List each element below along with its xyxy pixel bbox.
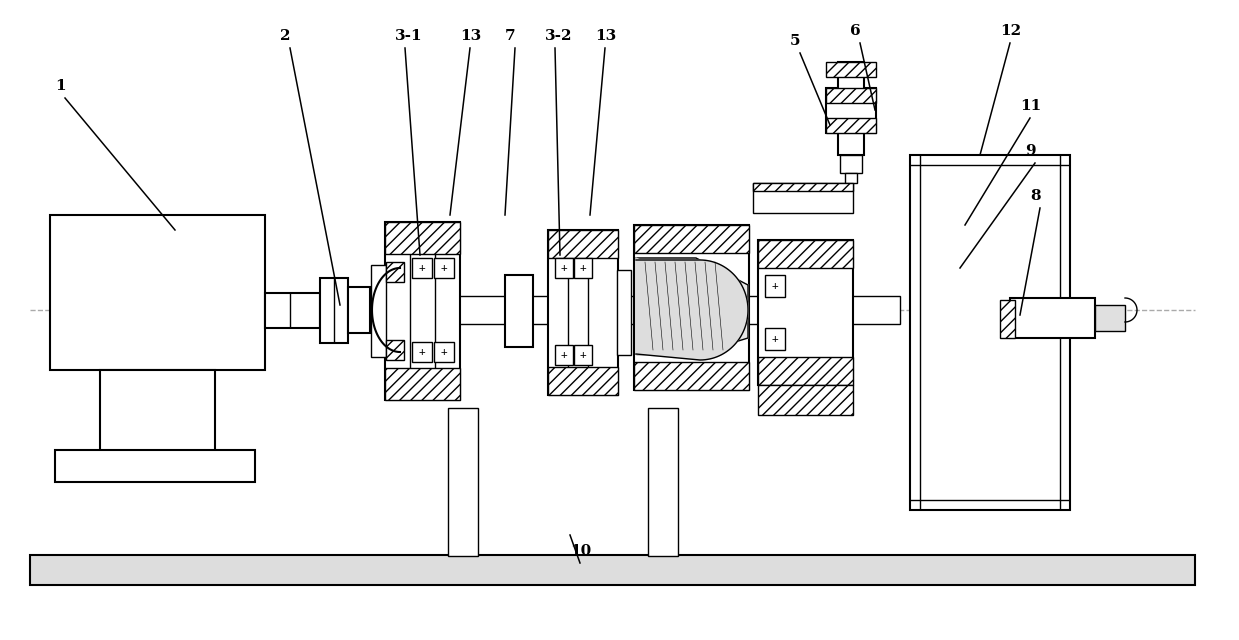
Text: 11: 11 — [1020, 99, 1041, 113]
Bar — [50, 215, 265, 370]
Text: +: + — [772, 334, 778, 344]
Text: +: + — [580, 350, 586, 360]
Bar — [548, 230, 618, 258]
Text: +: + — [419, 347, 425, 357]
Bar — [826, 88, 876, 103]
Bar — [648, 408, 678, 556]
Bar — [320, 278, 348, 343]
Bar — [758, 357, 852, 385]
Bar — [385, 222, 460, 400]
Bar — [387, 340, 404, 360]
Text: 1: 1 — [55, 79, 66, 93]
Text: +: + — [560, 350, 567, 360]
Bar — [100, 370, 216, 460]
Bar — [574, 258, 592, 278]
Bar — [1095, 305, 1125, 331]
Text: 8: 8 — [1030, 189, 1041, 203]
Bar — [348, 287, 370, 333]
Bar — [548, 367, 618, 395]
Text: +: + — [580, 263, 586, 273]
Polygon shape — [636, 258, 748, 354]
Bar — [764, 275, 786, 297]
Text: 13: 13 — [595, 29, 616, 43]
Polygon shape — [636, 258, 740, 354]
Bar — [385, 368, 460, 400]
Text: 9: 9 — [1025, 144, 1036, 158]
Bar — [758, 240, 852, 268]
Bar — [370, 265, 387, 357]
Bar — [634, 362, 750, 390]
Bar — [826, 62, 876, 77]
Bar — [449, 408, 478, 556]
Text: 3-2: 3-2 — [545, 29, 572, 43]
Bar — [434, 258, 453, 278]
Text: 7: 7 — [506, 29, 515, 43]
Bar — [385, 222, 460, 254]
Bar — [574, 345, 592, 365]
Text: 6: 6 — [850, 24, 861, 38]
Bar — [387, 262, 404, 282]
Bar — [634, 225, 750, 390]
Bar — [838, 62, 864, 90]
Bar — [370, 296, 900, 324]
Bar — [413, 342, 432, 362]
Bar — [413, 258, 432, 278]
Bar — [55, 450, 255, 482]
Text: 13: 13 — [460, 29, 481, 43]
Bar — [30, 555, 1194, 585]
Bar — [1010, 298, 1095, 338]
Text: +: + — [772, 281, 778, 291]
Bar — [636, 258, 696, 354]
Bar — [758, 240, 852, 385]
Bar — [555, 258, 572, 278]
Text: +: + — [441, 347, 447, 357]
Bar — [838, 133, 864, 155]
Polygon shape — [636, 260, 748, 360]
Bar — [845, 173, 857, 183]
Bar — [909, 155, 1070, 510]
Bar — [826, 88, 876, 133]
Text: +: + — [419, 263, 425, 273]
Bar — [506, 275, 533, 347]
Bar — [548, 230, 618, 395]
Text: 3-1: 3-1 — [395, 29, 422, 43]
Bar — [617, 270, 631, 355]
Text: +: + — [560, 263, 567, 273]
Bar — [753, 183, 852, 191]
Text: 5: 5 — [790, 34, 800, 48]
Bar — [265, 293, 320, 328]
Text: 2: 2 — [280, 29, 290, 43]
Text: 10: 10 — [570, 544, 591, 558]
Bar — [753, 183, 852, 213]
Bar — [434, 342, 453, 362]
Bar — [1000, 300, 1015, 338]
Bar — [555, 345, 572, 365]
Bar — [764, 328, 786, 350]
Text: +: + — [441, 263, 447, 273]
Bar — [826, 118, 876, 133]
Bar — [634, 225, 750, 253]
Text: 12: 12 — [1000, 24, 1021, 38]
Bar — [840, 155, 862, 173]
Bar — [758, 385, 852, 415]
